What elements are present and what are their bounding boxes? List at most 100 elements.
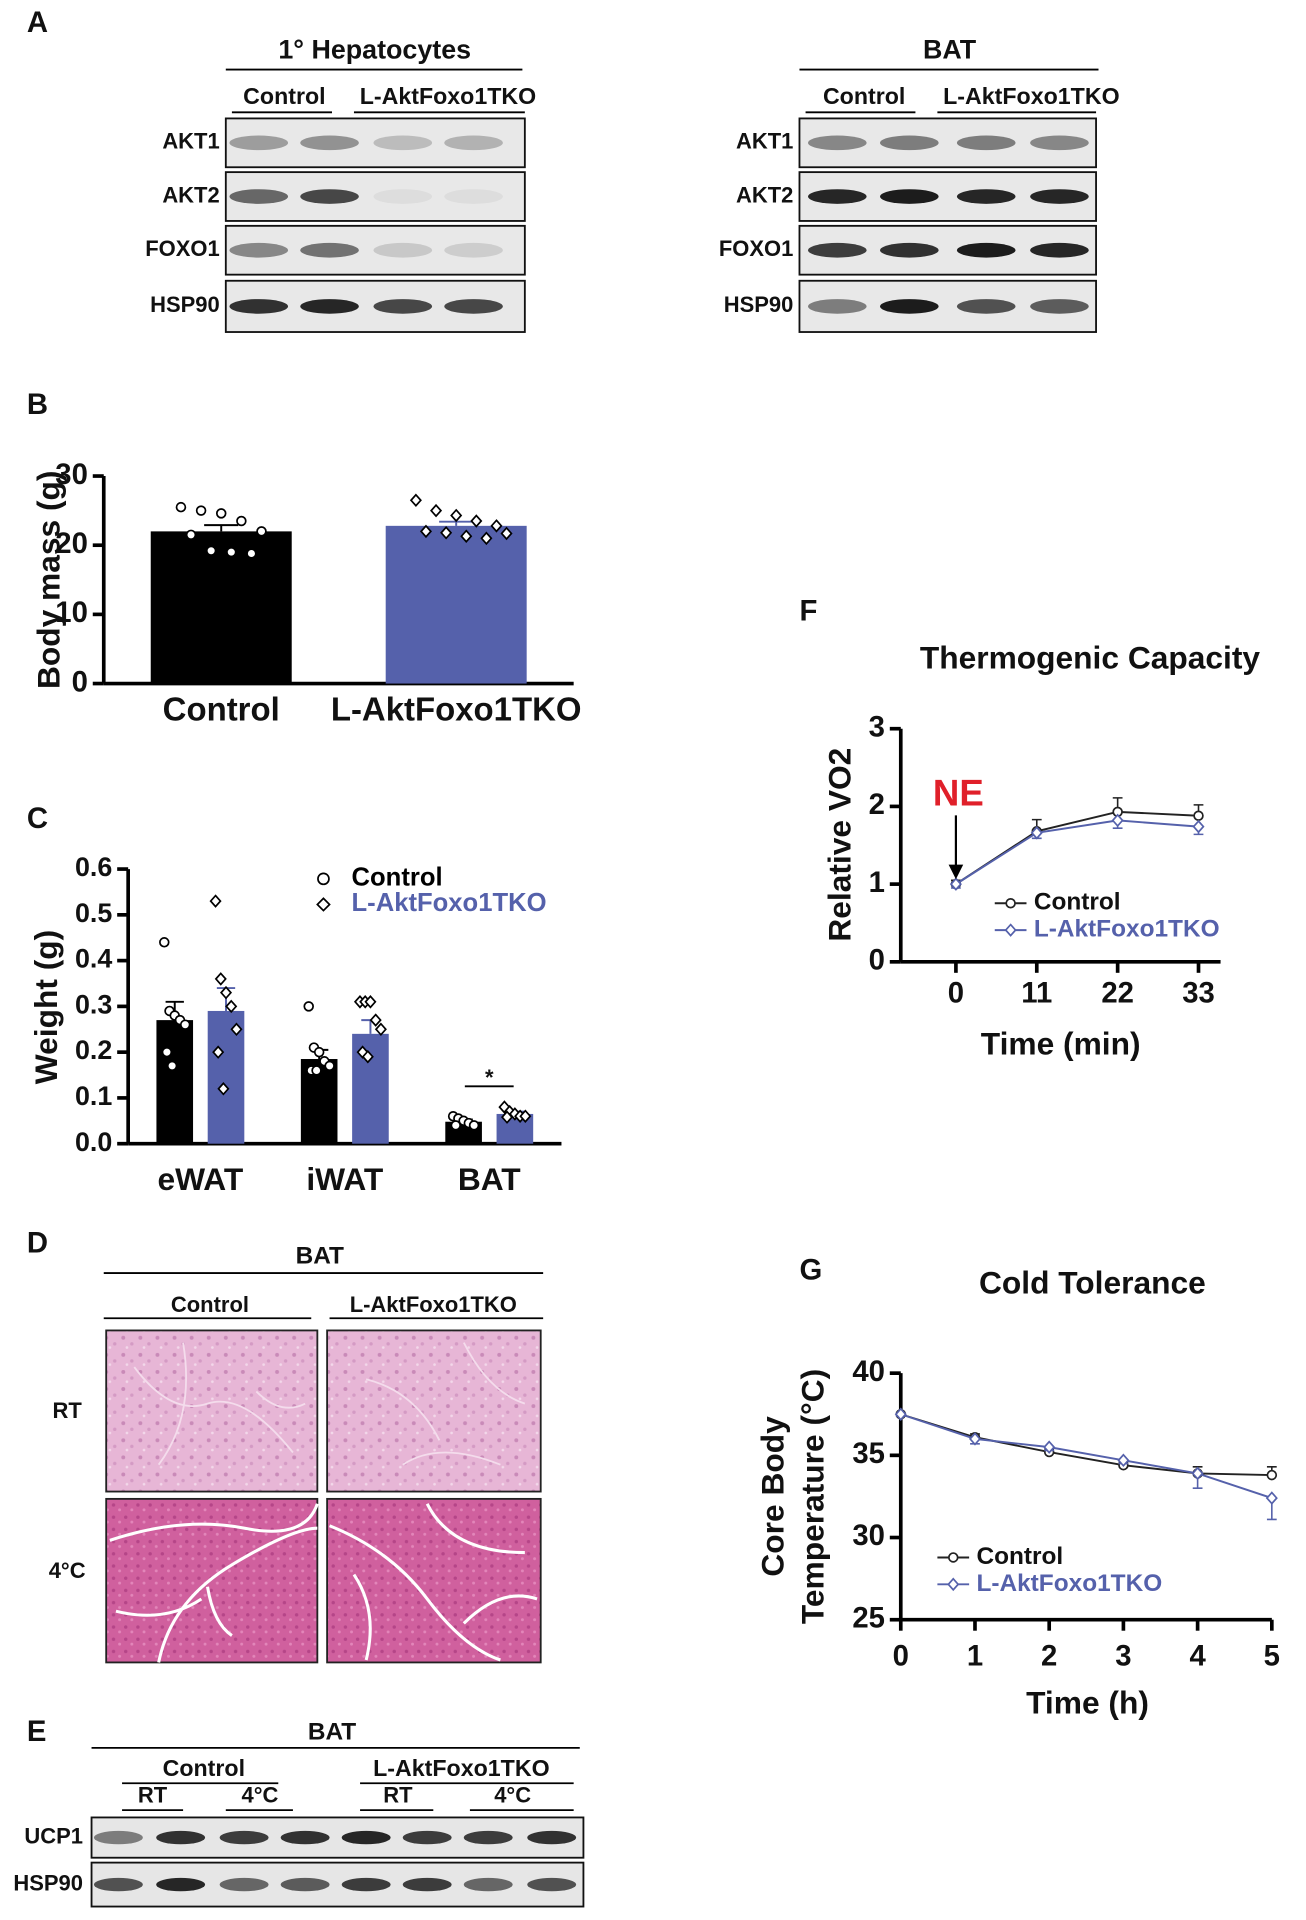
data-point [440, 525, 453, 540]
panel-letter: B [27, 388, 48, 421]
legend-marker [947, 1577, 960, 1592]
x-tick-label: iWAT [306, 1161, 384, 1197]
data-point [215, 508, 227, 519]
tissue-vessel [133, 1342, 306, 1466]
y-axis-label: Temperature (°C) [795, 1369, 831, 1624]
group-label: Control [823, 83, 905, 109]
y-tick-label: 0.0 [75, 1127, 112, 1157]
x-tick-label: L-AktFoxo1TKO [331, 690, 582, 727]
blot-band [402, 1877, 452, 1892]
blot-band [880, 299, 939, 314]
data-point [1111, 813, 1124, 828]
y-tick-label: 0.3 [75, 989, 112, 1019]
blot-band [808, 135, 867, 151]
legend-marker [1005, 897, 1016, 909]
data-point [894, 1407, 907, 1422]
data-point [1266, 1469, 1278, 1481]
data-point [246, 548, 257, 559]
series-line [955, 819, 1199, 885]
legend-marker [948, 1552, 959, 1563]
data-point [1191, 1466, 1204, 1481]
blot-band [402, 1830, 452, 1845]
x-tick-label: 3 [1115, 1639, 1131, 1672]
data-point [214, 972, 227, 986]
data-point [1117, 1453, 1130, 1468]
blot-band [93, 1830, 143, 1845]
x-tick-label: 22 [1101, 977, 1134, 1010]
data-point [226, 546, 237, 558]
data-point [364, 995, 377, 1009]
x-tick-label: 1 [967, 1639, 983, 1672]
blot-strip [224, 117, 526, 169]
blot-band [956, 299, 1016, 314]
x-tick-label: 2 [1041, 1639, 1057, 1672]
y-tick-label: 25 [852, 1601, 885, 1634]
data-point [968, 1432, 982, 1446]
blot-band [280, 1877, 330, 1892]
y-axis-label: Body mass (g) [31, 471, 67, 690]
condition-label: RT [138, 1782, 168, 1807]
bar [352, 1033, 389, 1144]
data-point [500, 526, 513, 541]
data-point [161, 1046, 173, 1058]
x-tick-label: BAT [458, 1161, 521, 1197]
blot-band [156, 1830, 206, 1845]
histology-image [326, 1329, 542, 1493]
x-tick-label: eWAT [157, 1161, 243, 1197]
column-label: Control [171, 1292, 249, 1317]
blot-band [229, 242, 289, 258]
data-point [430, 503, 443, 518]
blot-band [1030, 242, 1089, 258]
blot-band [373, 242, 433, 258]
row-label: HSP90 [150, 292, 220, 317]
data-point [501, 1110, 514, 1124]
blot-band [444, 135, 503, 151]
y-tick-label: 2 [869, 788, 885, 821]
data-point [361, 1049, 374, 1064]
y-tick-label: 0 [72, 665, 88, 698]
data-point [949, 877, 962, 891]
legend-label: L-AktFoxo1TKO [976, 1570, 1162, 1597]
annotation: NE [933, 773, 984, 814]
data-point [450, 508, 463, 523]
y-tick-label: 0.6 [75, 852, 112, 882]
histology-image [105, 1329, 319, 1493]
row-label: AKT2 [162, 182, 219, 207]
data-point [212, 1045, 225, 1059]
data-point [498, 1100, 511, 1114]
blot-band [219, 1830, 269, 1845]
blot-band [880, 189, 939, 204]
blot-band [463, 1877, 513, 1892]
group-label: L-AktFoxo1TKO [373, 1755, 549, 1781]
data-point [256, 526, 267, 537]
y-tick-label: 0.2 [75, 1035, 112, 1065]
significance-mark: * [485, 1065, 494, 1090]
y-tick-label: 40 [852, 1355, 885, 1388]
data-point [217, 1081, 230, 1096]
blot-band [808, 189, 867, 204]
data-point [166, 1060, 178, 1072]
y-tick-label: 30 [55, 458, 88, 491]
error-bar [204, 524, 239, 532]
y-tick-label: 0.1 [75, 1081, 112, 1111]
data-point [175, 501, 187, 513]
data-point [1030, 826, 1043, 840]
column-label: L-AktFoxo1TKO [350, 1292, 517, 1317]
x-tick-label: 33 [1182, 977, 1215, 1010]
x-tick-label: 11 [1021, 977, 1052, 1010]
row-label: HSP90 [724, 292, 794, 317]
legend-marker [316, 897, 331, 912]
blot-band [280, 1830, 330, 1845]
annotation-arrowhead [948, 864, 964, 880]
blot-band [1030, 299, 1089, 314]
blot-band [300, 242, 359, 258]
data-point [374, 1022, 387, 1037]
data-point [225, 999, 238, 1014]
row-label: HSP90 [13, 1870, 83, 1895]
panel-letter: A [27, 6, 48, 39]
condition-label: 4°C [494, 1782, 531, 1807]
legend-marker [1004, 923, 1017, 937]
x-axis-label: Time (min) [981, 1025, 1141, 1061]
data-point [490, 519, 503, 533]
